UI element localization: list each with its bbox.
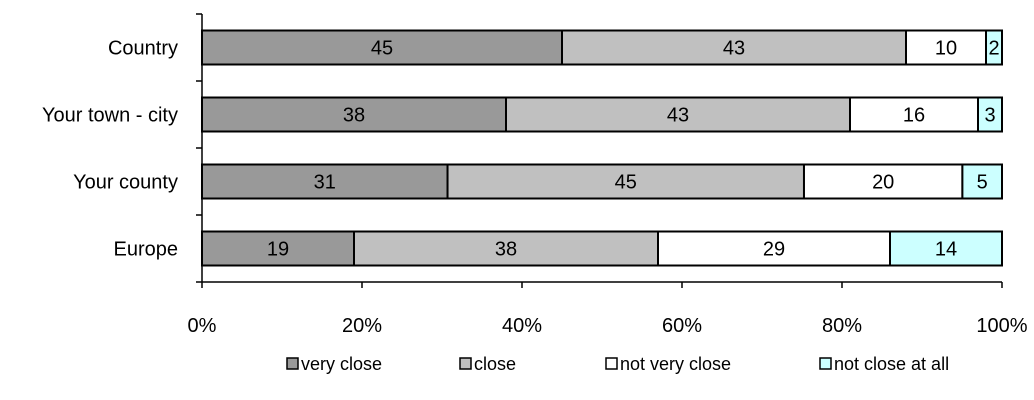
data-label: 29 — [763, 239, 785, 261]
bar-segment — [849, 96, 979, 133]
legend-swatch — [605, 357, 618, 370]
data-label: 2 — [988, 38, 999, 60]
legend-label: not close at all — [834, 354, 949, 374]
bar-segment — [353, 230, 659, 267]
data-label: 38 — [495, 239, 517, 261]
category-label: Country — [108, 38, 178, 60]
x-tick-label: 0% — [188, 315, 217, 337]
bar-segment — [961, 163, 1004, 200]
bar-segment — [201, 96, 507, 133]
data-label: 43 — [667, 105, 689, 127]
data-label: 14 — [935, 239, 957, 261]
data-label: 45 — [371, 38, 393, 60]
category-label: Europe — [114, 239, 179, 261]
bar-segment — [657, 230, 891, 267]
bar-segment — [446, 163, 805, 200]
data-label: 16 — [903, 105, 925, 127]
x-tick-label: 20% — [342, 315, 382, 337]
x-tick-labels: 0% 20% 40% 60% 80% 100% — [188, 315, 1028, 337]
legend-swatch — [459, 357, 472, 370]
x-tick-label: 80% — [822, 315, 862, 337]
bar-segment — [561, 29, 907, 66]
data-label: 5 — [977, 172, 988, 194]
bar-segment — [985, 29, 1003, 66]
data-label: 10 — [935, 38, 957, 60]
legend-swatch — [819, 357, 832, 370]
legend-swatch — [286, 357, 299, 370]
x-tick-label: 40% — [502, 315, 542, 337]
bar-segment — [201, 230, 355, 267]
bar-segment — [977, 96, 1003, 133]
bar-segment — [505, 96, 851, 133]
category-label: Your county — [73, 172, 178, 194]
data-label: 31 — [314, 172, 336, 194]
legend-label: close — [474, 354, 516, 374]
legend-label: not very close — [620, 354, 731, 374]
legend-label: very close — [301, 354, 382, 374]
axes-layer — [196, 13, 1003, 288]
data-label: 45 — [615, 172, 637, 194]
data-label: 43 — [723, 38, 745, 60]
bar-segment — [889, 230, 1003, 267]
bar-segment — [905, 29, 987, 66]
data-label: 3 — [984, 105, 995, 127]
data-label: 38 — [343, 105, 365, 127]
data-label: 20 — [872, 172, 894, 194]
data-label: 19 — [267, 239, 289, 261]
bar-segment — [802, 163, 964, 200]
x-tick-label: 100% — [976, 315, 1027, 337]
x-tick-label: 60% — [662, 315, 702, 337]
legend: very close close not very close not close a… — [286, 354, 949, 374]
bars-layer: 45 43 10 2 38 43 16 3 31 45 20 5 19 38 29 14 — [201, 29, 1004, 267]
category-label: Your town - city — [42, 105, 178, 127]
category-labels: Country Your town - city Your county Europe — [42, 38, 178, 261]
